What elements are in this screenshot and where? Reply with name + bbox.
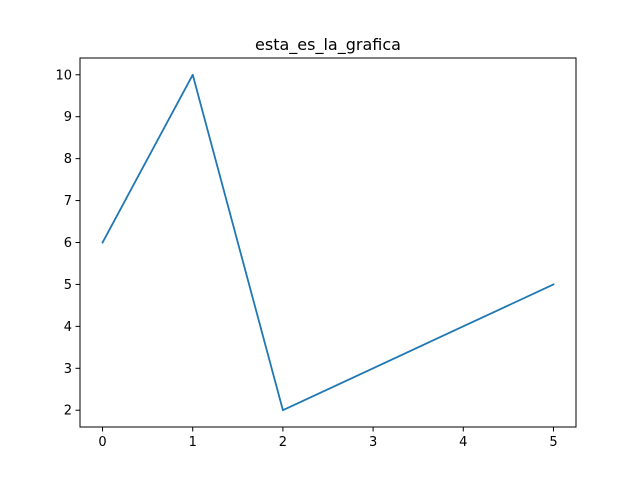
y-tick-label-8: 8 xyxy=(64,152,72,167)
x-tick-label-3: 3 xyxy=(369,435,377,450)
plot-area: 0 1 2 3 4 5 2 3 4 5 6 7 8 9 10 xyxy=(55,57,577,450)
y-tick-label-3: 3 xyxy=(64,362,72,377)
y-tick-label-10: 10 xyxy=(55,68,72,83)
y-tick-label-9: 9 xyxy=(64,110,72,125)
y-tick-label-6: 6 xyxy=(64,236,72,251)
x-tick-label-4: 4 xyxy=(459,435,467,450)
y-tick-label-7: 7 xyxy=(64,194,72,209)
x-tick-label-0: 0 xyxy=(98,435,106,450)
x-tick-label-1: 1 xyxy=(189,435,197,450)
y-tick-label-2: 2 xyxy=(64,404,72,419)
chart-title: esta_es_la_grafica xyxy=(255,35,401,55)
x-tick-label-5: 5 xyxy=(549,435,557,450)
y-tick-label-5: 5 xyxy=(64,278,72,293)
x-tick-label-2: 2 xyxy=(279,435,287,450)
series-line-0 xyxy=(101,73,555,412)
y-tick-label-4: 4 xyxy=(64,320,72,335)
